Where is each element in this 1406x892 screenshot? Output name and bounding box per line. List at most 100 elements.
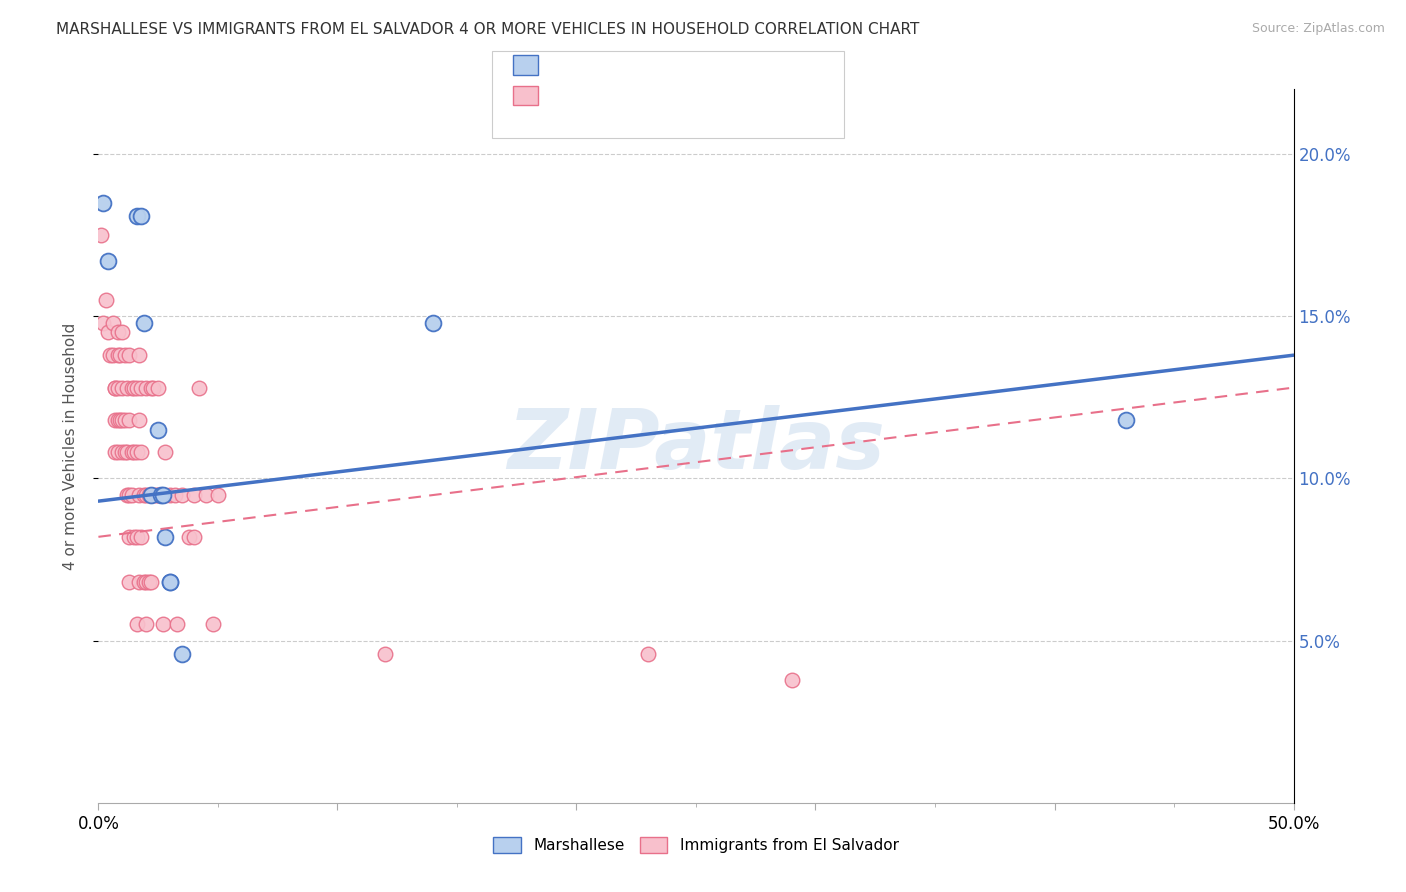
Point: [159, 488, 181, 502]
Point: [91, 195, 114, 210]
Point: [118, 348, 141, 362]
Point: [107, 413, 129, 427]
Point: [135, 617, 157, 632]
Point: [149, 488, 172, 502]
Point: [139, 381, 162, 395]
Point: [152, 617, 174, 632]
Point: [374, 647, 396, 661]
Point: [114, 348, 136, 362]
Point: [111, 413, 134, 427]
Text: Source: ZipAtlas.com: Source: ZipAtlas.com: [1251, 22, 1385, 36]
Point: [121, 445, 143, 459]
Point: [139, 488, 162, 502]
Point: [128, 575, 150, 590]
Point: [121, 488, 143, 502]
Point: [111, 445, 134, 459]
Point: [131, 209, 153, 223]
Text: R = 0.202: R = 0.202: [548, 64, 640, 82]
Text: R =  0.181: R = 0.181: [548, 95, 644, 112]
Point: [98, 348, 122, 362]
Point: [101, 316, 124, 330]
Point: [124, 381, 146, 395]
Point: [118, 413, 141, 427]
Point: [152, 488, 174, 502]
Point: [118, 488, 141, 502]
Point: [139, 575, 162, 590]
Point: [115, 445, 138, 459]
Point: [104, 413, 127, 427]
Point: [91, 316, 114, 330]
Point: [172, 647, 194, 661]
Point: [132, 488, 155, 502]
Point: [183, 530, 205, 544]
Point: [107, 348, 129, 362]
Point: [131, 445, 153, 459]
Point: [187, 381, 209, 395]
Point: [114, 445, 136, 459]
Point: [114, 413, 136, 427]
Point: [135, 575, 157, 590]
Point: [155, 445, 177, 459]
Point: [159, 575, 181, 590]
Point: [125, 381, 148, 395]
Point: [179, 530, 201, 544]
Point: [107, 326, 129, 340]
Point: [128, 413, 150, 427]
Point: [121, 381, 143, 395]
Point: [125, 617, 148, 632]
Point: [637, 647, 659, 661]
Point: [163, 488, 186, 502]
Point: [115, 488, 138, 502]
Point: [125, 445, 148, 459]
Point: [183, 488, 205, 502]
Point: [149, 488, 172, 502]
Point: [108, 413, 131, 427]
Point: [97, 254, 120, 268]
Text: N = 15: N = 15: [675, 64, 737, 82]
Point: [159, 575, 181, 590]
Point: [195, 488, 218, 502]
Point: [132, 316, 155, 330]
Point: [125, 209, 148, 223]
Point: [128, 348, 150, 362]
Point: [138, 575, 160, 590]
Point: [131, 530, 153, 544]
Point: [155, 488, 177, 502]
Point: [131, 381, 153, 395]
Point: [107, 445, 129, 459]
Point: [172, 488, 194, 502]
Point: [128, 488, 150, 502]
Point: [107, 381, 129, 395]
Point: [101, 348, 124, 362]
Point: [142, 488, 165, 502]
Point: [111, 326, 134, 340]
Point: [145, 488, 167, 502]
Point: [148, 488, 170, 502]
Point: [155, 530, 177, 544]
Point: [135, 381, 157, 395]
Point: [104, 445, 127, 459]
Point: [97, 326, 120, 340]
Legend: Marshallese, Immigrants from El Salvador: Marshallese, Immigrants from El Salvador: [488, 831, 904, 859]
Text: ZIPatlas: ZIPatlas: [508, 406, 884, 486]
Point: [780, 673, 803, 687]
Text: N = 87: N = 87: [675, 95, 737, 112]
Point: [108, 348, 131, 362]
Point: [124, 530, 146, 544]
Text: MARSHALLESE VS IMMIGRANTS FROM EL SALVADOR 4 OR MORE VEHICLES IN HOUSEHOLD CORRE: MARSHALLESE VS IMMIGRANTS FROM EL SALVAD…: [56, 22, 920, 37]
Point: [139, 488, 162, 502]
Point: [138, 488, 160, 502]
Point: [148, 423, 170, 437]
Point: [118, 530, 141, 544]
Point: [422, 316, 444, 330]
Point: [111, 381, 134, 395]
Point: [124, 445, 146, 459]
Point: [94, 293, 117, 307]
Y-axis label: 4 or more Vehicles in Household: 4 or more Vehicles in Household: [63, 322, 77, 570]
Point: [135, 488, 157, 502]
Point: [118, 575, 141, 590]
Point: [142, 381, 165, 395]
Point: [207, 488, 229, 502]
Point: [166, 617, 188, 632]
Point: [159, 575, 181, 590]
